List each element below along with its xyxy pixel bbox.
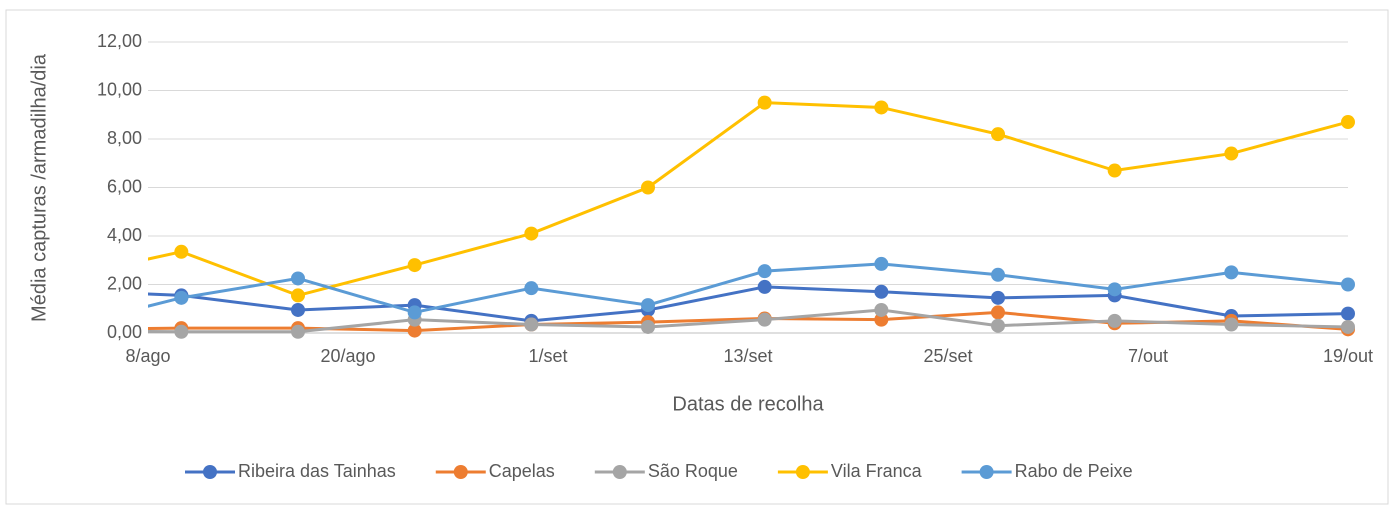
data-point xyxy=(291,324,305,339)
legend-marker xyxy=(203,465,217,479)
data-point xyxy=(524,226,539,241)
data-point xyxy=(524,317,539,332)
data-point xyxy=(757,95,772,110)
data-point xyxy=(641,180,655,195)
data-point xyxy=(757,279,772,294)
data-point xyxy=(407,258,422,273)
series-line xyxy=(148,308,1349,334)
x-axis-title: Datas de recolha xyxy=(672,393,824,415)
data-point xyxy=(757,264,772,279)
x-tick-label: 8/ago xyxy=(125,346,170,366)
data-point xyxy=(1341,306,1355,321)
data-point xyxy=(874,284,889,299)
data-point xyxy=(991,127,1005,142)
data-point xyxy=(874,256,889,271)
x-tick-label: 1/set xyxy=(528,346,567,366)
legend-label: Rabo de Peixe xyxy=(1015,461,1133,481)
x-tick-label: 7/out xyxy=(1128,346,1168,366)
data-point xyxy=(641,319,655,334)
data-point xyxy=(1224,146,1239,161)
data-point xyxy=(524,281,539,296)
data-point xyxy=(174,244,189,259)
data-point xyxy=(291,271,305,286)
y-tick-label: 4,00 xyxy=(107,225,142,245)
legend-label: Capelas xyxy=(489,461,555,481)
series-line xyxy=(148,101,1349,297)
data-point xyxy=(174,324,189,339)
x-tick-label: 19/out xyxy=(1323,346,1373,366)
data-point xyxy=(874,302,889,317)
y-axis-title: Média capturas /armadilha/dia xyxy=(28,53,50,322)
data-point xyxy=(991,305,1005,320)
data-point xyxy=(174,290,189,305)
y-tick-label: 0,00 xyxy=(107,322,142,342)
legend-label: Ribeira das Tainhas xyxy=(238,461,396,481)
x-tick-label: 25/set xyxy=(923,346,972,366)
chart-border xyxy=(5,9,1389,505)
x-tick-label: 13/set xyxy=(723,346,772,366)
y-tick-label: 8,00 xyxy=(107,128,142,148)
data-point xyxy=(1341,277,1355,292)
data-point xyxy=(407,305,422,320)
legend-marker xyxy=(979,465,994,479)
data-point xyxy=(991,290,1005,305)
data-point xyxy=(1224,265,1239,280)
data-point xyxy=(1341,115,1355,130)
data-point xyxy=(874,100,889,115)
data-point xyxy=(291,302,305,317)
x-tick-label: 20/ago xyxy=(320,346,375,366)
data-point xyxy=(291,288,305,303)
data-point xyxy=(1224,317,1239,332)
series-line xyxy=(148,262,1349,314)
data-point xyxy=(991,318,1005,333)
data-point xyxy=(1107,282,1122,297)
legend-label: Vila Franca xyxy=(831,461,923,481)
data-point xyxy=(991,267,1005,282)
data-point xyxy=(407,323,422,338)
legend-marker xyxy=(795,465,810,479)
data-point xyxy=(874,312,889,327)
y-tick-label: 12,00 xyxy=(97,31,142,51)
y-tick-label: 6,00 xyxy=(107,176,142,196)
y-tick-label: 10,00 xyxy=(97,79,142,99)
data-point xyxy=(1341,319,1355,334)
legend-marker xyxy=(453,465,468,479)
data-point xyxy=(1107,163,1122,178)
legend-label: São Roque xyxy=(648,461,738,481)
plot xyxy=(148,95,1355,339)
data-point xyxy=(1107,313,1122,328)
series-line xyxy=(148,285,1349,323)
y-tick-label: 2,00 xyxy=(107,273,142,293)
data-point xyxy=(757,312,772,327)
legend-marker xyxy=(612,465,627,479)
data-point xyxy=(641,298,655,313)
